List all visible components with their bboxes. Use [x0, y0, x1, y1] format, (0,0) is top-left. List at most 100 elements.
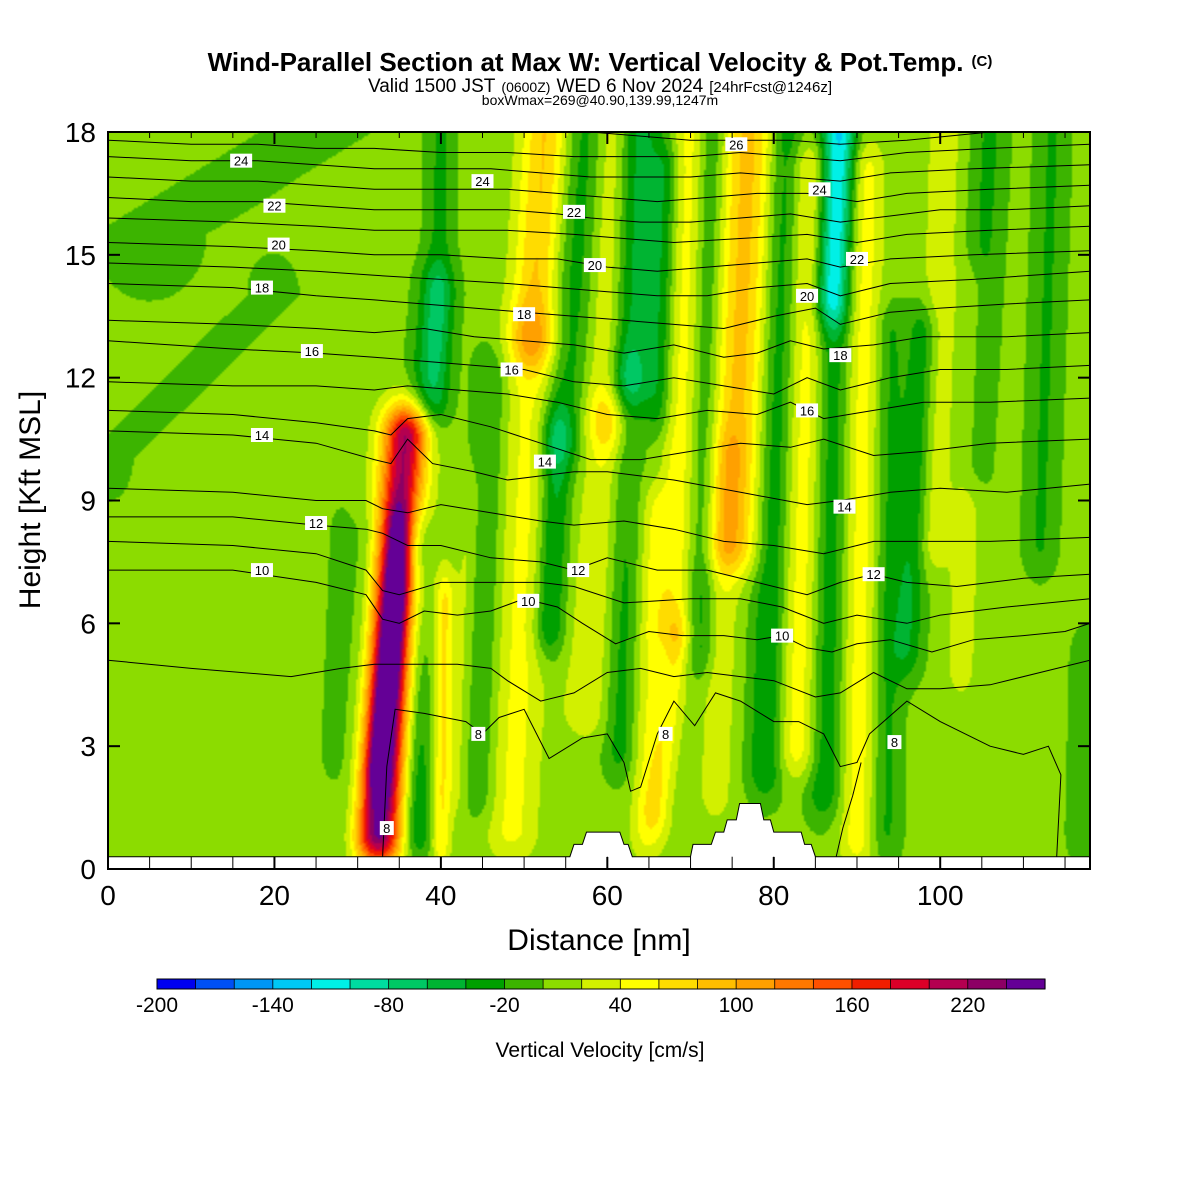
contour-label-bg [250, 563, 273, 578]
contour-label: 22 [563, 204, 586, 220]
contour-label-text: 14 [837, 500, 851, 515]
y-tick-label: 9 [80, 486, 96, 517]
colorbar-swatch [272, 979, 313, 989]
contour-label-bg [771, 628, 794, 643]
colorbar-swatch [890, 979, 930, 989]
x-tick-label: 60 [592, 880, 623, 911]
colorbar-swatch [581, 979, 621, 989]
contour-label: 10 [771, 628, 794, 644]
contour-label-text: 12 [866, 567, 880, 582]
contour-label-bg [230, 153, 253, 168]
y-tick-label: 0 [80, 854, 96, 885]
colorbar-swatch [736, 979, 776, 989]
contour-label-bg [845, 251, 868, 266]
contour-label-text: 24 [234, 154, 248, 169]
contour-label: 10 [250, 563, 273, 578]
contour-label-bg [583, 258, 606, 273]
contour-label-text: 10 [775, 629, 789, 644]
contour-label-bg [300, 344, 323, 359]
contour-label: 8 [887, 735, 902, 750]
colorbar-swatch [774, 979, 814, 989]
theta-contour-line [108, 139, 1090, 162]
theta-contour-line [108, 197, 1090, 223]
x-axis-label: Distance [nm] [507, 924, 690, 957]
theta-contour-line [108, 569, 1090, 653]
colorbar-swatch [504, 979, 544, 989]
contour-label-bg [808, 182, 831, 197]
contour-label-text: 18 [255, 281, 269, 296]
contour-label: 14 [533, 454, 556, 470]
contour-label-bg [533, 454, 556, 469]
contour-label-text: 8 [662, 727, 669, 742]
contour-label-text: 20 [588, 258, 602, 273]
contour-label-bg [658, 726, 673, 741]
contour-label: 16 [300, 344, 323, 359]
colorbar-tick-label: 220 [950, 994, 985, 1017]
chart-title: Wind-Parallel Section at Max W: Vertical… [208, 47, 993, 77]
contour-label-bg [500, 362, 523, 377]
contour-label-bg [263, 198, 286, 213]
contour-label-text: 8 [891, 735, 898, 750]
contour-label-text: 10 [521, 594, 535, 609]
theta-contour-line [108, 540, 1090, 624]
colorbar-swatch [1006, 979, 1046, 989]
x-tick-label: 80 [758, 880, 789, 911]
contour-label-text: 22 [850, 252, 864, 267]
colorbar-tick-label: 160 [834, 994, 869, 1017]
contour-label-bg [513, 307, 536, 322]
theta-contour-line [108, 283, 1090, 330]
contour-label-text: 14 [538, 455, 552, 470]
contour-label-bg [796, 403, 819, 418]
y-axis-label: Height [Kft MSL] [14, 391, 47, 609]
theta-contour-line [108, 176, 1090, 203]
contour-label-text: 12 [571, 563, 585, 578]
contour-label: 24 [471, 174, 494, 189]
subtitle-valid: Valid 1500 JST [368, 76, 496, 97]
contour-label-bg [567, 563, 590, 578]
contour-label-bg [725, 137, 748, 152]
contour-label: 18 [829, 348, 852, 363]
colorbar-swatch [813, 979, 853, 989]
contour-label: 8 [471, 726, 486, 742]
contour-label: 14 [250, 427, 273, 443]
contour-label: 22 [263, 198, 286, 214]
vertical-velocity-heatmap [108, 132, 1090, 869]
contour-label-text: 18 [833, 348, 847, 363]
theta-contour-line [108, 381, 1090, 420]
contour-label-text: 8 [383, 821, 390, 836]
contour-label-text: 14 [255, 428, 269, 443]
theta-contour-line [108, 430, 1090, 506]
contour-label: 12 [305, 516, 328, 531]
contour-label-bg [250, 280, 273, 295]
contour-label-text: 8 [475, 727, 482, 742]
contour-label: 22 [845, 251, 868, 267]
colorbar-tick-label: -80 [374, 994, 404, 1017]
colorbar-swatch [967, 979, 1007, 989]
contour-label: 24 [808, 182, 831, 197]
colorbar-label: Vertical Velocity [cm/s] [496, 1039, 705, 1062]
colorbar-swatch [311, 979, 351, 989]
contour-label-text: 24 [475, 174, 489, 189]
contour-label-bg [829, 348, 852, 363]
theta-contour-line [108, 319, 1090, 358]
contour-label-text: 20 [800, 289, 814, 304]
contour-label-bg [862, 567, 885, 582]
contour-label: 16 [796, 403, 819, 418]
contour-label-bg [517, 593, 540, 608]
colorbar-swatch [388, 979, 428, 989]
y-tick-label: 12 [65, 363, 96, 394]
contour-label: 20 [796, 288, 819, 304]
contour-label: 20 [583, 258, 606, 273]
x-tick-label: 0 [100, 880, 116, 911]
theta-contour-line [835, 762, 862, 857]
colorbar-swatch [465, 979, 506, 989]
contour-label-bg [563, 204, 586, 219]
colorbar-tick-label: 40 [609, 994, 632, 1017]
colorbar-swatch [195, 979, 235, 989]
contour-label-text: 22 [267, 199, 281, 214]
contour-label-bg [250, 427, 273, 442]
colorbar-tick-label: -20 [489, 994, 519, 1017]
contour-label: 12 [567, 563, 590, 578]
colorbar-tick-label: -200 [136, 994, 178, 1017]
